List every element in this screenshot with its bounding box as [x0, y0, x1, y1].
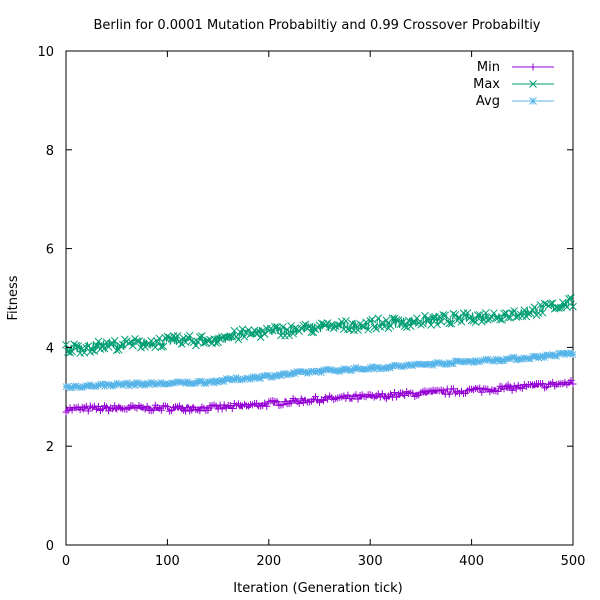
x-tick-label: 300: [358, 554, 383, 569]
x-tick-label: 400: [459, 554, 484, 569]
series-avg: [62, 349, 577, 392]
legend-label-min: Min: [477, 60, 500, 75]
legend-label-max: Max: [473, 77, 500, 92]
x-tick-label: 500: [561, 554, 586, 569]
series-markers-min: [62, 377, 577, 416]
plot-frame: [65, 50, 574, 546]
y-tick-label: 10: [37, 45, 54, 60]
y-tick-label: 4: [46, 341, 54, 356]
y-tick-label: 8: [46, 144, 54, 159]
series-min: [62, 377, 577, 416]
x-tick-label: 0: [62, 554, 70, 569]
x-axis-label: Iteration (Generation tick): [233, 581, 402, 596]
legend-marker-avg: [529, 97, 537, 105]
y-axis-label: Fitness: [6, 275, 21, 320]
y-tick-label: 0: [46, 539, 54, 554]
y-tick-label: 6: [46, 243, 54, 258]
plot-border: [65, 50, 574, 546]
legend-marker-min: [529, 63, 537, 71]
series-markers-avg: [62, 349, 577, 392]
axes: 0 100 200 300 400 500 0 2 4 6 8 10: [37, 45, 585, 569]
x-tick-label: 100: [155, 554, 180, 569]
legend-label-avg: Avg: [476, 94, 500, 109]
series-max: [62, 294, 577, 358]
series-markers-max: [62, 294, 577, 358]
y-tick-label: 2: [46, 440, 54, 455]
chart-title: Berlin for 0.0001 Mutation Probabiltiy a…: [93, 18, 540, 33]
legend: Min Max Avg: [473, 60, 554, 109]
x-tick-label: 200: [256, 554, 281, 569]
legend-marker-max: [529, 80, 537, 88]
series-layer: [62, 294, 577, 416]
